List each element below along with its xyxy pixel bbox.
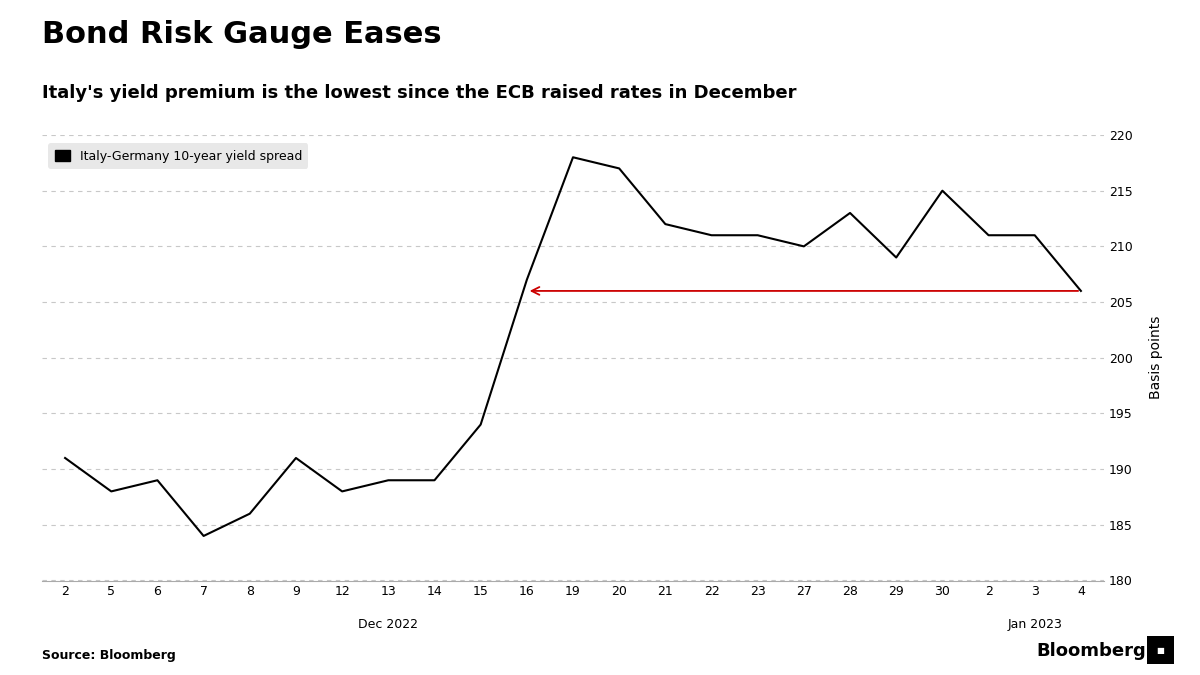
Text: Bond Risk Gauge Eases: Bond Risk Gauge Eases (42, 20, 442, 49)
Text: Bloomberg: Bloomberg (1037, 642, 1146, 660)
Text: Italy's yield premium is the lowest since the ECB raised rates in December: Italy's yield premium is the lowest sinc… (42, 84, 797, 103)
Text: Dec 2022: Dec 2022 (359, 618, 419, 631)
Text: Source: Bloomberg: Source: Bloomberg (42, 649, 175, 662)
Y-axis label: Basis points: Basis points (1150, 316, 1164, 400)
Legend: Italy-Germany 10-year yield spread: Italy-Germany 10-year yield spread (48, 144, 308, 169)
Text: ■: ■ (1157, 645, 1164, 655)
Text: Jan 2023: Jan 2023 (1007, 618, 1062, 631)
